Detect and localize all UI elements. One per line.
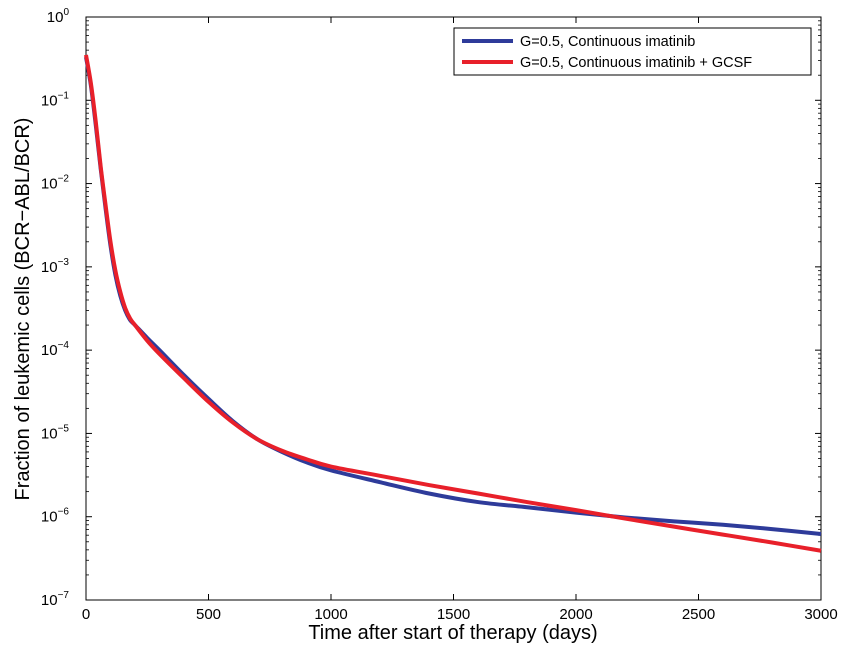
y-tick-label: 10−4 bbox=[41, 340, 70, 359]
series-layer bbox=[84, 54, 822, 553]
x-tick-label: 2000 bbox=[559, 606, 592, 623]
legend: G=0.5, Continuous imatinib G=0.5, Contin… bbox=[453, 27, 812, 76]
series-line bbox=[84, 54, 822, 553]
legend-label: G=0.5, Continuous imatinib + GCSF bbox=[520, 55, 752, 71]
y-tick-label: 10−1 bbox=[41, 90, 70, 109]
x-tick-label: 2500 bbox=[682, 606, 715, 623]
x-axis-title: Time after start of therapy (days) bbox=[308, 622, 597, 644]
legend-label: G=0.5, Continuous imatinib bbox=[520, 34, 695, 50]
x-tick-label: 1000 bbox=[314, 606, 347, 623]
y-axis: 100 10−1 10−2 10−3 10−4 10−5 10−6 10−7 bbox=[41, 7, 821, 609]
y-tick-label: 10−6 bbox=[41, 507, 70, 526]
y-tick-label: 10−7 bbox=[41, 590, 70, 609]
x-tick-label: 0 bbox=[82, 606, 90, 623]
x-tick-label: 1500 bbox=[437, 606, 470, 623]
y-tick-label: 10−2 bbox=[41, 174, 70, 193]
x-tick-label: 500 bbox=[196, 606, 221, 623]
legend-box bbox=[453, 27, 812, 76]
y-tick-label: 100 bbox=[47, 7, 70, 26]
x-axis: 0 500 1000 1500 2000 2500 3000 bbox=[82, 17, 838, 623]
y-tick-label: 10−3 bbox=[41, 257, 70, 276]
y-axis-title: Fraction of leukemic cells (BCR−ABL/BCR) bbox=[12, 118, 34, 501]
x-tick-label: 3000 bbox=[804, 606, 837, 623]
plot-area bbox=[85, 16, 822, 601]
y-tick-label: 10−5 bbox=[41, 423, 70, 442]
